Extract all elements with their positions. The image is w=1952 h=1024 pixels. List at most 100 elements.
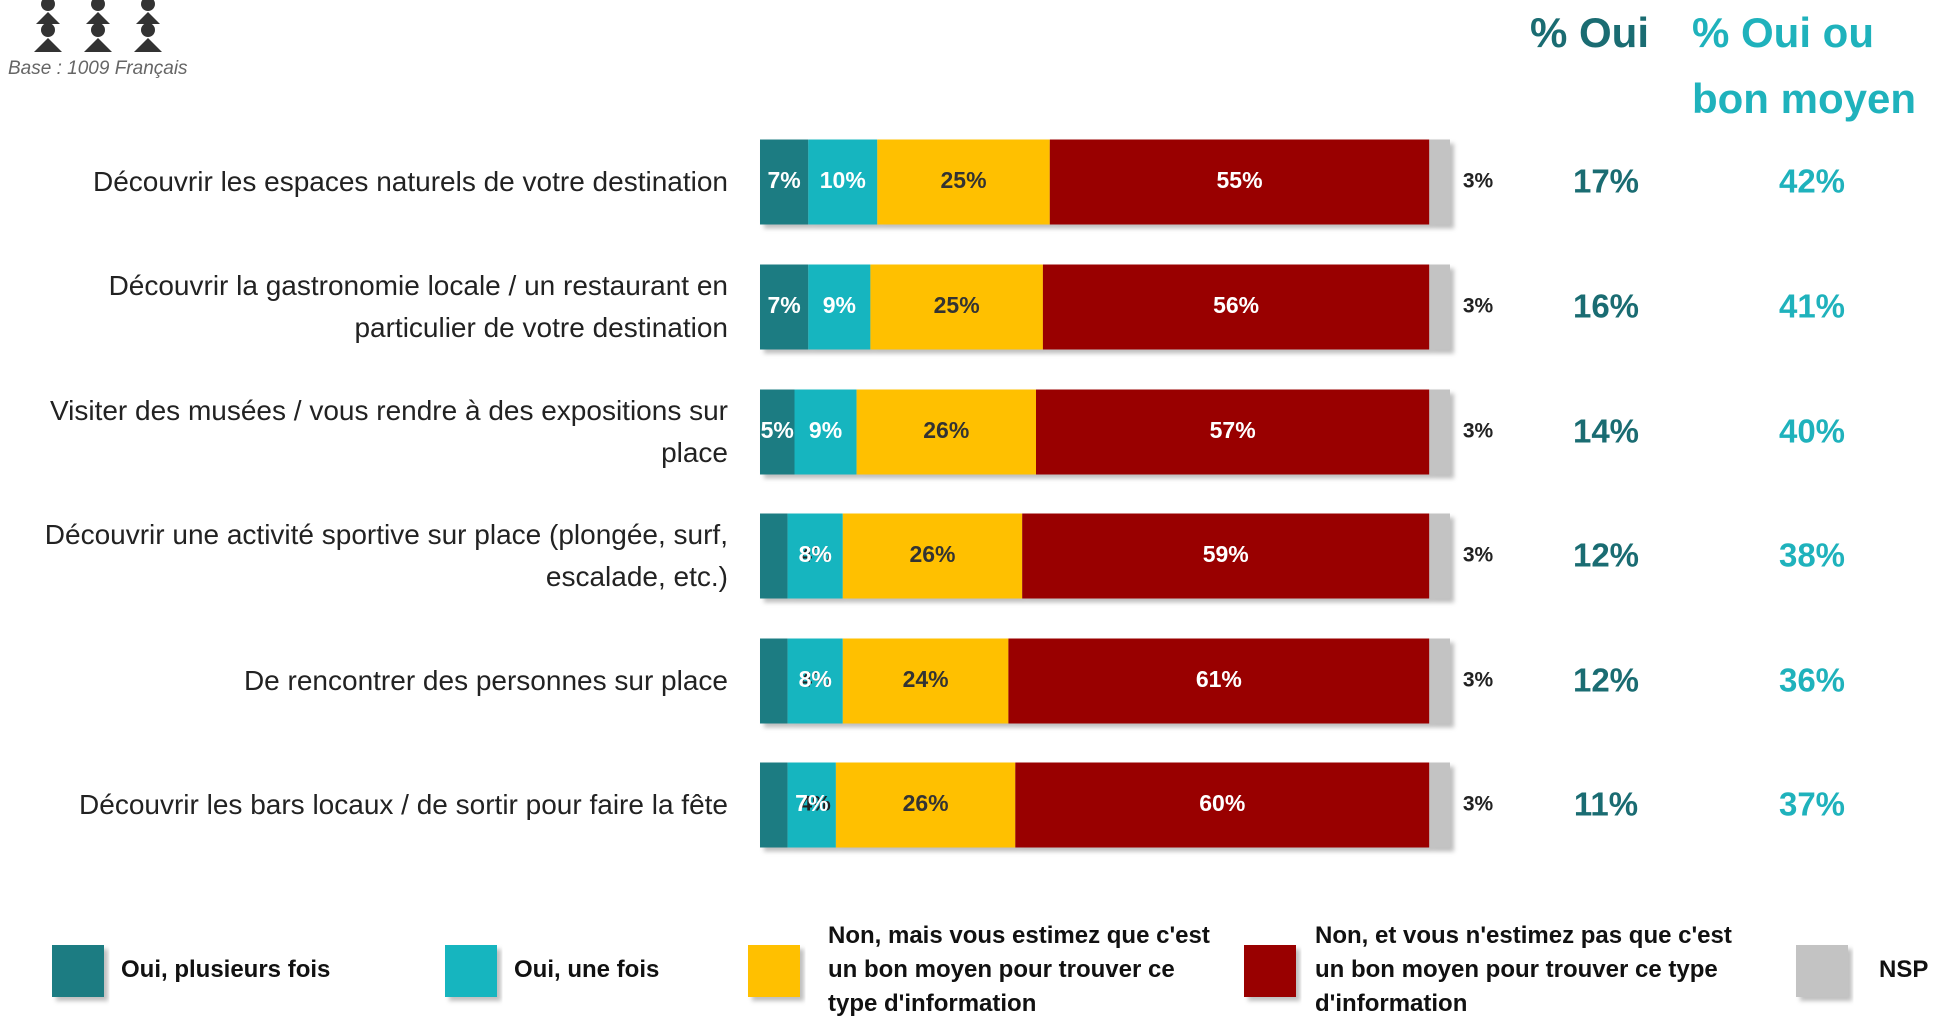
data-label: 10% [820, 167, 866, 193]
data-label: 25% [941, 167, 987, 193]
data-label: 3% [1463, 295, 1494, 318]
bar-segment [842, 638, 1009, 724]
data-label: 26% [923, 417, 969, 443]
column-value: 17% [1573, 163, 1639, 200]
column-header: % Oui ou bon moyen [1692, 9, 1917, 122]
legend-label: NSP [1879, 956, 1929, 983]
bar-segment [1015, 762, 1430, 848]
data-label: 59% [1203, 541, 1249, 567]
legend-swatch [748, 945, 800, 997]
legend-swatch [52, 945, 104, 997]
data-label: 9% [823, 292, 856, 318]
legend-swatch [1796, 945, 1848, 997]
legend-label: Non, et vous n'estimez pas que c'est un … [1315, 922, 1732, 1017]
data-label: 26% [909, 541, 955, 567]
bar-segment [842, 513, 1023, 599]
bar-segment [1429, 264, 1450, 350]
bar-segment [787, 638, 843, 724]
data-label: 3% [1463, 544, 1494, 567]
bar-segment [808, 264, 871, 350]
column-value: 14% [1573, 413, 1639, 450]
data-label: 4% [800, 793, 831, 816]
bar-segment [870, 264, 1043, 350]
data-label: 5% [761, 417, 794, 443]
base-note: Base : 1009 Français [8, 58, 188, 79]
data-label: 56% [1213, 292, 1259, 318]
people-icon [34, 0, 162, 52]
column-header: % Oui [1530, 9, 1650, 56]
bar-group [760, 139, 1450, 225]
data-label: 25% [934, 292, 980, 318]
category-label: Découvrir les bars locaux / de sortir po… [79, 789, 728, 820]
bar-segment [1008, 638, 1430, 724]
data-label: 3% [1463, 669, 1494, 692]
bar-group [760, 513, 1450, 599]
bar-segment [1429, 139, 1450, 225]
bar-segment [787, 513, 843, 599]
bar-segment [1429, 638, 1450, 724]
data-label: 3% [1463, 420, 1494, 443]
data-label: 7% [795, 790, 828, 816]
bar-segment [856, 389, 1036, 475]
data-label: 26% [903, 790, 949, 816]
category-label: Visiter des musées / vous rendre à des e… [49, 395, 728, 468]
bar-segment [877, 139, 1050, 225]
data-label: 3% [1463, 793, 1494, 816]
data-label: 4% [800, 669, 831, 692]
bar-segment [1429, 513, 1450, 599]
bar-segment [787, 762, 836, 848]
bar-segment [760, 513, 788, 599]
data-label: 7% [768, 292, 801, 318]
bar-segment [1036, 389, 1430, 475]
column-value: 12% [1573, 537, 1639, 574]
bar-segment [760, 762, 788, 848]
bar-segment [760, 139, 809, 225]
data-label: 57% [1210, 417, 1256, 443]
data-label: 9% [809, 417, 842, 443]
data-label: 8% [799, 666, 832, 692]
data-label: 24% [903, 666, 949, 692]
bar-segment [835, 762, 1016, 848]
legend-swatch [1244, 945, 1296, 997]
bar-segment [794, 389, 857, 475]
category-label: Découvrir une activité sportive sur plac… [44, 519, 728, 592]
bar-segment [808, 139, 878, 225]
column-value: 41% [1779, 288, 1845, 325]
bar-group [760, 264, 1450, 350]
bar-segment [1042, 264, 1430, 350]
data-label: 4% [800, 544, 831, 567]
bar-segment [1049, 139, 1430, 225]
data-label: 8% [799, 541, 832, 567]
column-value: 16% [1573, 288, 1639, 325]
data-label: 60% [1199, 790, 1245, 816]
bar-group [760, 762, 1450, 848]
bar-segment [1429, 389, 1450, 475]
legend-swatch [445, 945, 497, 997]
column-value: 42% [1779, 163, 1845, 200]
bar-group [760, 389, 1450, 475]
legend-label: Oui, plusieurs fois [121, 956, 331, 983]
legend-label: Non, mais vous estimez que c'est un bon … [828, 922, 1210, 1017]
bar-segment [760, 389, 795, 475]
column-value: 40% [1779, 413, 1845, 450]
bar-segment [760, 638, 788, 724]
category-label: Découvrir la gastronomie locale / un res… [108, 270, 728, 343]
data-label: 61% [1196, 666, 1242, 692]
category-label: Découvrir les espaces naturels de votre … [92, 166, 728, 197]
bar-segment [1429, 762, 1450, 848]
column-value: 11% [1574, 786, 1638, 823]
column-value: 37% [1779, 786, 1845, 823]
column-value: 12% [1573, 662, 1639, 699]
column-value: 38% [1779, 537, 1845, 574]
data-label: 3% [1463, 170, 1494, 193]
data-label: 55% [1217, 167, 1263, 193]
data-label: 7% [768, 167, 801, 193]
column-value: 36% [1779, 662, 1845, 699]
bar-segment [1022, 513, 1430, 599]
bar-group [760, 638, 1450, 724]
category-label: De rencontrer des personnes sur place [243, 665, 728, 696]
legend-label: Oui, une fois [514, 956, 660, 983]
bar-segment [760, 264, 809, 350]
